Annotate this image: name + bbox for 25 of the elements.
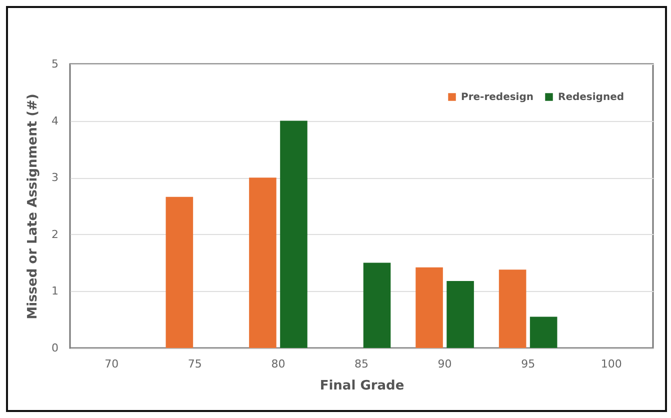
y-tick-label: 2: [52, 228, 58, 241]
y-tick-label: 0: [52, 342, 58, 354]
bar: [530, 316, 558, 348]
x-tick-label: 95: [521, 358, 536, 370]
bar: [280, 120, 308, 348]
x-tick-label: 80: [271, 358, 286, 370]
x-tick-label: 90: [438, 358, 452, 370]
bar: [166, 196, 194, 348]
y-tick-label: 5: [52, 58, 58, 70]
bar: [416, 267, 443, 348]
bar: [363, 262, 391, 348]
y-axis-title: Missed or Late Assignment (#): [26, 94, 40, 320]
x-tick-label: 85: [354, 358, 368, 370]
x-tick-label: 75: [188, 358, 202, 370]
bar: [498, 270, 526, 348]
bar: [446, 280, 474, 348]
legend-label: Redesigned: [558, 92, 624, 103]
x-tick-label: 70: [104, 358, 119, 370]
bar: [249, 178, 276, 348]
legend-label: Pre-redesign: [461, 92, 534, 103]
x-tick-label: 100: [600, 358, 622, 370]
y-tick-label: 4: [52, 114, 58, 128]
y-tick-label: 3: [52, 171, 58, 184]
x-axis-title: Final Grade: [320, 378, 404, 394]
y-tick-label: 1: [52, 284, 58, 298]
